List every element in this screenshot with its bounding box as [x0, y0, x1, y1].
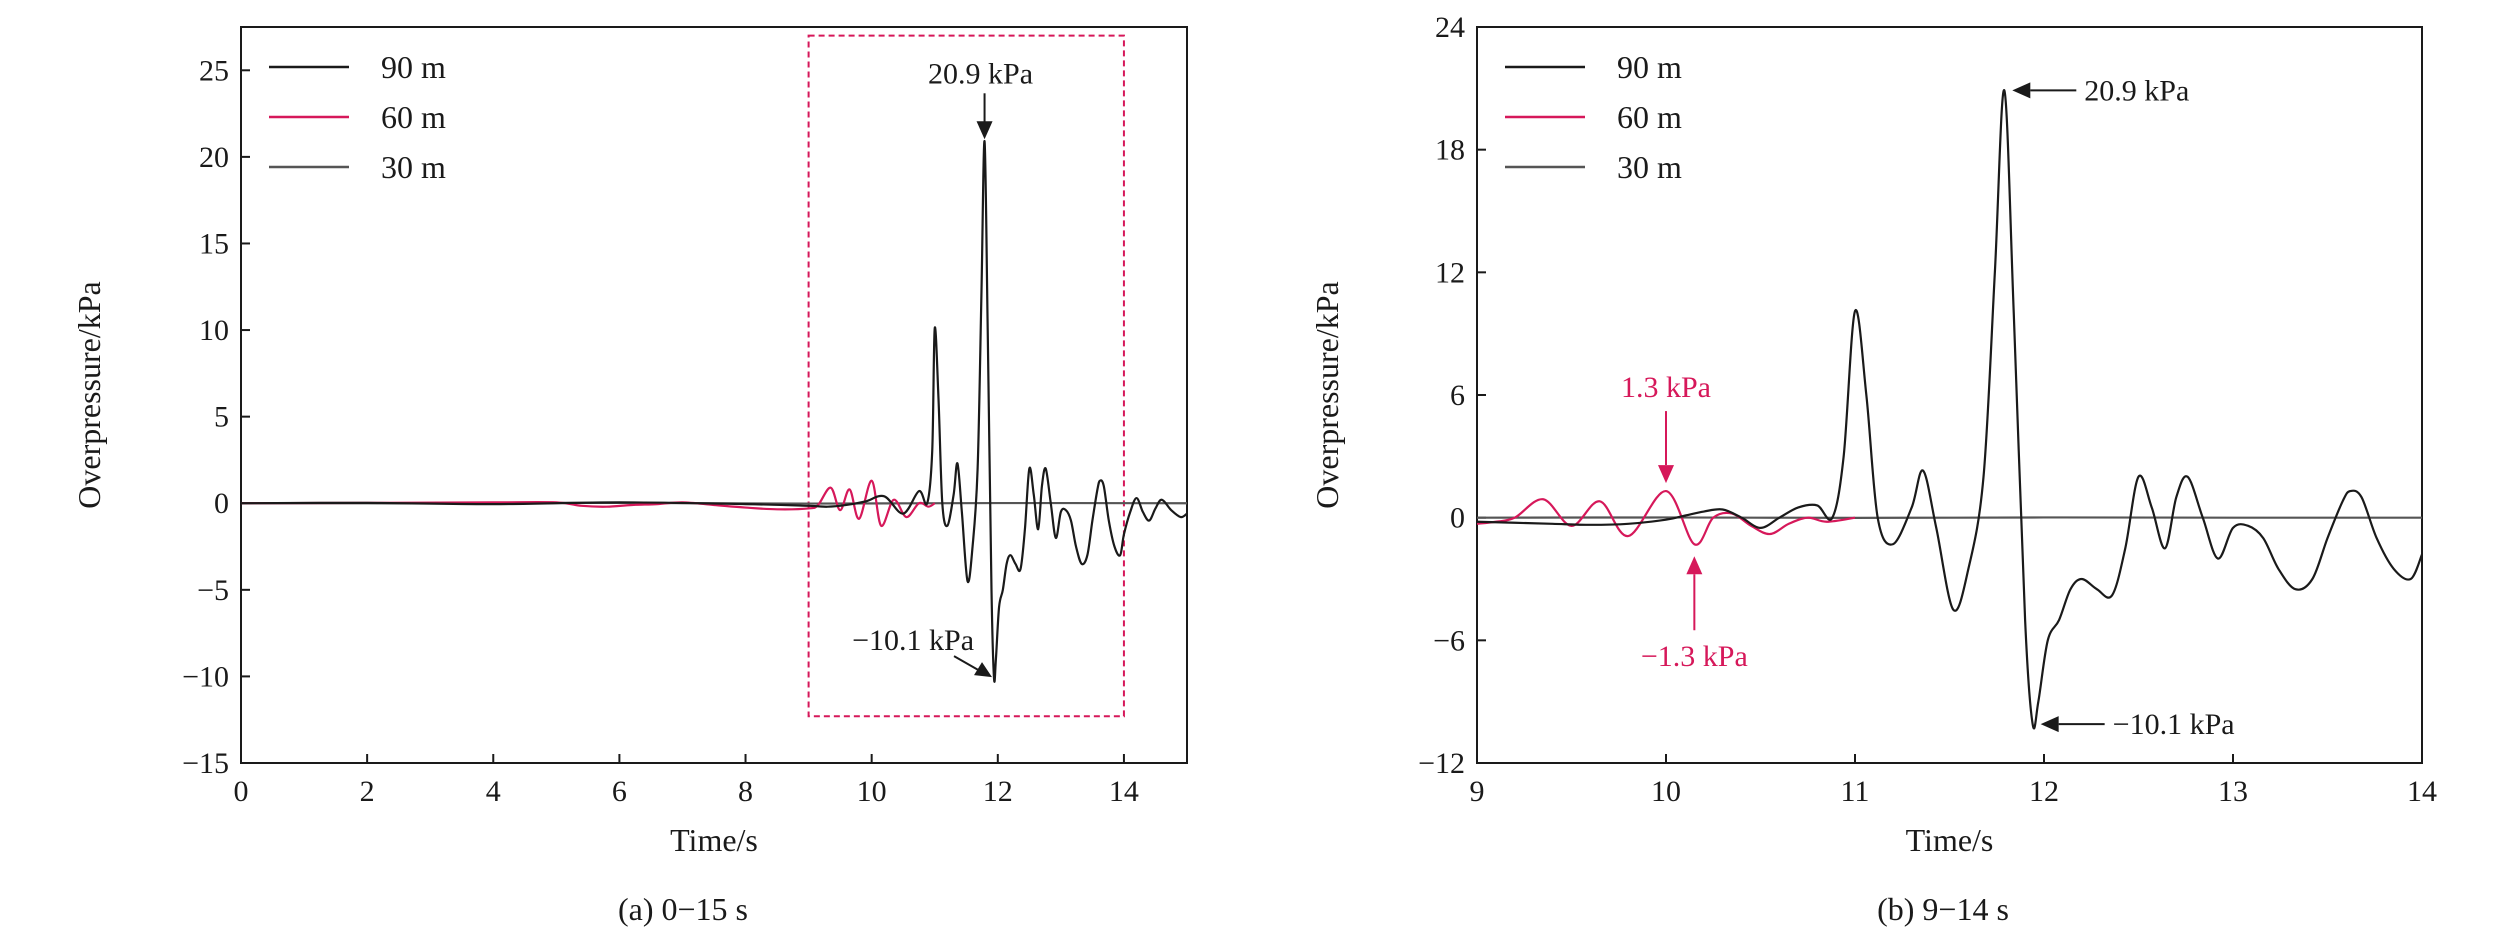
chart-a: 0 2 4 6 8 10 12 14 −15 −10 −5 0 5 10 15 20 25 Time/s Overp…	[71, 26, 1188, 858]
chart-1-y-tick-label: 12	[1435, 256, 1465, 289]
chart-0-x-tick-label: 6	[612, 775, 627, 808]
chart-0-annotation-20-9-kPa: 20.9 kPa	[928, 57, 1033, 90]
chart-1-x-tick-label: 13	[2218, 775, 2248, 808]
chart-1-annotation-20-9-kPa-arrow-head	[2012, 82, 2031, 99]
chart-1-y-tick-label: −12	[1418, 747, 1465, 780]
chart-1-legend-label-90-m: 90 m	[1617, 49, 1682, 85]
chart-b-caption: (b) 9−14 s	[1877, 891, 2009, 927]
chart-0-annotation-10-1-kPa-arrow-head	[974, 662, 993, 678]
chart-0-y-tick-label: 25	[199, 54, 229, 87]
chart-1-annotation-20-9-kPa: 20.9 kPa	[2084, 74, 2189, 107]
chart-1-x-tick-label: 12	[2029, 775, 2059, 808]
chart-1-annotation-1-3-kPa: 1.3 kPa	[1621, 371, 1711, 404]
chart-1-annotation-1-3-kPa-arrow-head	[1658, 465, 1674, 484]
chart-1-annotation-1-3-kPa-arrow-head	[1686, 556, 1703, 575]
chart-1-y-tick-label: −6	[1433, 624, 1465, 657]
chart-0-x-tick-label: 12	[983, 775, 1013, 808]
chart-1-plot-frame	[1476, 26, 2423, 764]
chart-0-annotation-20-9-kPa-arrow-head	[976, 121, 993, 140]
chart-b: 9 10 11 12 13 14 −12 −6 0 6 12 18 24 Time/s Overpressu…	[1309, 11, 2437, 858]
chart-1-x-tick-label: 11	[1841, 775, 1870, 808]
chart-1-y-axis-label: Overpressure/kPa	[1309, 281, 1345, 508]
chart-0-x-tick-label: 0	[234, 775, 249, 808]
chart-1-annotation-10-1-kPa: −10.1 kPa	[2113, 708, 2235, 741]
chart-0-x-tick-label: 2	[360, 775, 375, 808]
chart-1-y-tick-label: 24	[1435, 11, 1465, 44]
chart-0-x-tick-label: 10	[857, 775, 887, 808]
chart-0-y-tick-label: 15	[199, 227, 229, 260]
chart-0-y-tick-label: −5	[197, 574, 229, 607]
chart-1-x-tick-label: 10	[1651, 775, 1681, 808]
chart-1-x-axis-label: Time/s	[1906, 822, 1994, 858]
chart-0-legend-label-90-m: 90 m	[381, 49, 446, 85]
chart-0-annotation-10-1-kPa-arrow-line	[953, 655, 983, 674]
chart-1-y-tick-label: 6	[1450, 379, 1465, 412]
chart-0-x-axis-label: Time/s	[670, 822, 758, 858]
chart-0-y-tick-label: 5	[214, 401, 229, 434]
chart-0-x-tick-label: 8	[738, 775, 753, 808]
chart-0-y-axis-label: Overpressure/kPa	[71, 281, 107, 508]
chart-1-legend-label-60-m: 60 m	[1617, 99, 1682, 135]
chart-0-y-tick-label: 10	[199, 314, 229, 347]
chart-1-series-90-m	[1477, 89, 2422, 730]
chart-1-x-tick-label: 9	[1470, 775, 1485, 808]
chart-1-annotation-10-1-kPa-arrow-head	[2040, 716, 2059, 733]
chart-0-annotation-10-1-kPa: −10.1 kPa	[852, 624, 974, 657]
chart-1-y-tick-label: 0	[1450, 502, 1465, 535]
chart-0-series-90-m	[241, 140, 1187, 683]
chart-1-series-60-m	[1477, 489, 1856, 546]
chart-0-y-tick-label: −10	[182, 660, 229, 693]
chart-0-legend-label-60-m: 60 m	[381, 99, 446, 135]
chart-0-highlight-box	[807, 34, 1125, 718]
chart-0-legend-label-30-m: 30 m	[381, 149, 446, 185]
chart-a-caption: (a) 0−15 s	[618, 891, 748, 927]
chart-0-y-tick-label: −15	[182, 747, 229, 780]
chart-1-y-tick-label: 18	[1435, 134, 1465, 167]
chart-0-x-tick-label: 14	[1109, 775, 1139, 808]
chart-1-x-tick-label: 14	[2407, 775, 2437, 808]
chart-0-y-tick-label: 0	[214, 487, 229, 520]
chart-1-legend-label-30-m: 30 m	[1617, 149, 1682, 185]
chart-0-plot-frame	[240, 26, 1188, 764]
chart-1-annotation-1-3-kPa: −1.3 kPa	[1641, 640, 1748, 673]
chart-0-x-tick-label: 4	[486, 775, 501, 808]
chart-0-y-tick-label: 20	[199, 141, 229, 174]
